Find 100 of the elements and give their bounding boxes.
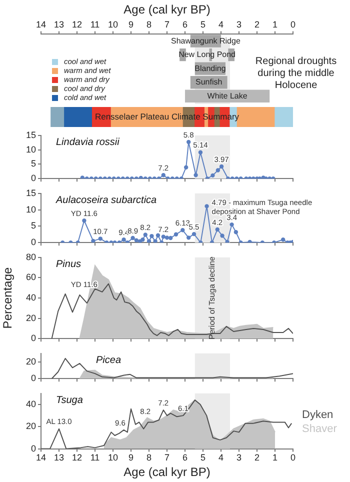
x-tick-label: 10 — [108, 452, 118, 463]
x-tick-label: 12 — [72, 19, 82, 30]
y-axis-title: Percentage — [0, 266, 14, 329]
x-tick-label: 11 — [90, 452, 100, 463]
y-tick-label: 15 — [26, 130, 36, 140]
y-tick-label: 20 — [26, 421, 36, 432]
point — [80, 176, 84, 179]
y-tick-label: 0 — [30, 237, 36, 248]
point — [210, 173, 215, 178]
point — [82, 218, 86, 223]
x-tick-label: 4 — [218, 452, 224, 463]
x-tick-label: 7 — [164, 19, 170, 30]
bar — [274, 107, 293, 127]
x-tick-label: 8 — [146, 452, 152, 463]
point — [150, 234, 154, 238]
chart-title: Lindavia rossii — [56, 137, 120, 148]
y-tick-label: White Lake — [207, 91, 248, 100]
y-tick-label: 15 — [26, 188, 36, 198]
x-tick-label: 13 — [54, 19, 64, 30]
y-tick-label: 5 — [30, 158, 36, 169]
y-tick-label: 40 — [26, 398, 36, 409]
x-tick-label: 3 — [236, 19, 242, 30]
y-tick-label: 10 — [26, 144, 36, 154]
x-tick-label: 0 — [290, 452, 296, 463]
text: Shaver — [302, 423, 338, 436]
point — [230, 222, 234, 227]
point — [198, 150, 203, 154]
point — [138, 176, 143, 179]
y-tick-label: Sunfish — [196, 78, 222, 87]
point — [219, 164, 224, 169]
point — [164, 236, 170, 240]
point — [225, 240, 230, 243]
point — [174, 232, 178, 236]
x-tick-label: 9 — [128, 452, 134, 463]
point — [186, 236, 191, 240]
y-tick-label: 20 — [26, 356, 36, 366]
chart-title: Pinus — [56, 259, 82, 270]
bar — [64, 107, 93, 127]
y-tick-label: 0 — [30, 373, 36, 384]
point — [156, 233, 160, 238]
y-tick-label: 60 — [26, 272, 36, 282]
x-tick-label: 2 — [254, 452, 260, 463]
y-tick-label: 0 — [30, 443, 36, 454]
point — [184, 165, 188, 170]
point — [161, 173, 166, 178]
point — [220, 234, 224, 238]
point — [130, 236, 135, 240]
point — [180, 228, 185, 232]
x-tick-label: 6 — [182, 452, 188, 463]
x-tick-label: 11 — [90, 19, 100, 30]
y-tick-label: 20 — [26, 312, 36, 323]
x-axis-title: Age (cal kyr BP) — [124, 465, 210, 480]
y-tick-label: 10 — [26, 204, 36, 214]
y-tick-label: 0 — [30, 333, 36, 344]
band-label: Period of Tsuga decline — [208, 256, 217, 340]
x-tick-label: 12 — [72, 452, 82, 463]
x-tick-label: 6 — [182, 19, 188, 30]
point — [192, 232, 196, 236]
x-tick-label: 14 — [36, 19, 46, 30]
x-axis-title: Age (cal kyr BP) — [124, 2, 210, 17]
x-tick-label: 14 — [36, 452, 46, 463]
point — [216, 168, 220, 172]
point — [153, 239, 158, 243]
point — [168, 236, 173, 240]
series-label: Dyken — [302, 409, 334, 422]
point — [140, 238, 145, 242]
x-tick-label: 0 — [290, 19, 296, 30]
y-tick-label: 80 — [26, 252, 36, 262]
point — [281, 238, 286, 242]
point — [204, 204, 209, 208]
x-tick-label: 2 — [254, 19, 260, 30]
x-tick-label: 9 — [128, 19, 134, 30]
x-tick-label: 8 — [146, 19, 152, 30]
chart-title: Picea — [96, 355, 122, 366]
point — [161, 234, 166, 239]
x-tick-label: 4 — [218, 19, 224, 30]
x-tick-label: 7 — [164, 452, 170, 463]
point — [98, 236, 102, 241]
point — [146, 239, 152, 243]
point — [91, 238, 96, 243]
point — [234, 230, 238, 234]
point — [143, 232, 148, 237]
x-tick-label: 1 — [272, 19, 278, 30]
y-tick-label: Blanding — [194, 64, 226, 73]
annotation: Regional droughts during the middle Holocene — [255, 56, 337, 91]
y-tick-label: 40 — [26, 292, 36, 302]
point — [194, 173, 198, 178]
bar — [50, 107, 65, 127]
y-tick-label: 5 — [30, 220, 36, 231]
point — [122, 238, 126, 242]
chart-title: Aulacoseira subarctica — [55, 195, 158, 206]
point — [138, 239, 142, 243]
point — [248, 240, 252, 243]
x-tick-label: 1 — [272, 452, 278, 463]
y-tick-label: 0 — [30, 173, 36, 184]
x-tick-label: 13 — [54, 452, 64, 463]
x-tick-label: 3 — [236, 452, 242, 463]
point — [186, 140, 191, 144]
x-tick-label: 10 — [108, 19, 118, 30]
point — [134, 238, 138, 242]
